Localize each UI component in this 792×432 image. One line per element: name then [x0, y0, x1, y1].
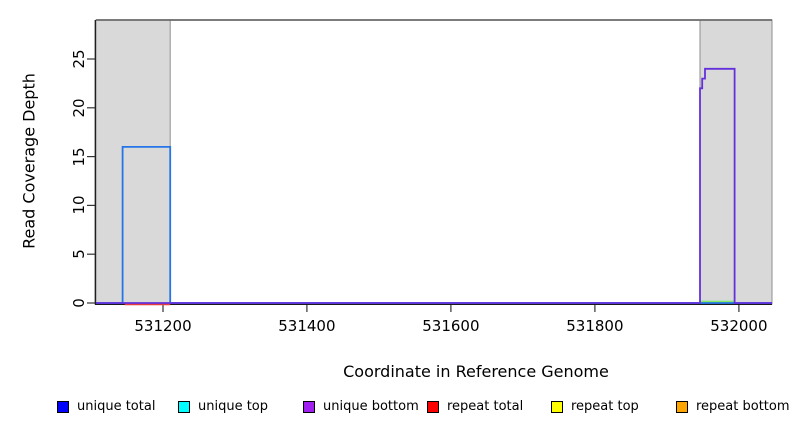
- legend-item-repeat-top: repeat top: [551, 399, 639, 414]
- legend-item-unique-top: unique top: [178, 399, 268, 414]
- legend-swatch-icon: [551, 400, 563, 413]
- x-axis-title: Coordinate in Reference Genome: [343, 362, 609, 381]
- legend-item-repeat-total: repeat total: [427, 399, 523, 414]
- legend-label: repeat top: [571, 399, 639, 414]
- legend-label: unique bottom: [323, 399, 419, 414]
- legend-label: unique top: [198, 399, 269, 414]
- legend-label: unique total: [77, 399, 156, 414]
- series-unique-bottom: [96, 67, 772, 304]
- x-tick-label: 531400: [278, 317, 336, 335]
- shaded-region: [699, 19, 773, 305]
- legend-label: repeat total: [447, 399, 524, 414]
- legend-item-unique-bottom: unique bottom: [303, 399, 419, 414]
- legend-swatch-icon: [676, 400, 688, 413]
- legend-item-repeat-bottom: repeat bottom: [676, 399, 790, 414]
- legend-swatch-icon: [303, 400, 315, 413]
- legend-swatch-icon: [427, 400, 439, 413]
- legend-item-unique-total: unique total: [57, 399, 155, 414]
- x-tick-label: 532000: [710, 317, 768, 335]
- x-axis-title-wrap: Coordinate in Reference Genome: [0, 362, 609, 381]
- shaded-region: [95, 19, 171, 305]
- legend-label: repeat bottom: [696, 399, 790, 414]
- x-tick-label: 531600: [422, 317, 480, 335]
- legend-swatch-icon: [57, 400, 69, 413]
- legend-swatch-icon: [178, 400, 190, 413]
- x-tick-label: 531200: [134, 317, 192, 335]
- x-tick-label: 531800: [566, 317, 624, 335]
